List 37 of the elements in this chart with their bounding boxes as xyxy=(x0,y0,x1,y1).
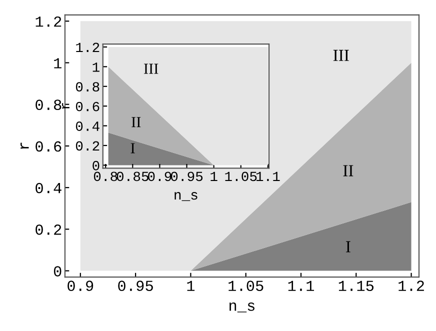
y-tick-label: 0.8 xyxy=(76,82,100,92)
y-tick-label: 0.2 xyxy=(76,141,100,151)
y-axis-title: r xyxy=(62,103,70,109)
x-tick-label: 1.2 xyxy=(398,280,424,291)
x-axis-title: n_s xyxy=(230,302,254,312)
y-tick-label: 0.2 xyxy=(36,224,62,235)
annotation: II xyxy=(343,165,354,176)
x-tick-label: 0.95 xyxy=(170,172,203,182)
y-tick-label: 0 xyxy=(92,160,100,170)
y-tick-label: 0.8 xyxy=(36,100,62,110)
y-tick-label: 0.4 xyxy=(76,122,100,131)
x-tick-label: 1 xyxy=(210,172,218,181)
y-axis-title: r xyxy=(20,142,29,149)
x-tick-label: 1.15 xyxy=(338,280,374,292)
y-tick-label: 0.6 xyxy=(76,102,100,112)
annotation: I xyxy=(130,143,135,154)
x-tick-label: 1 xyxy=(187,280,195,291)
y-tick-label: 1.2 xyxy=(76,42,100,52)
y-tick-label: 0.6 xyxy=(36,141,62,152)
annotation: I xyxy=(346,241,350,252)
x-tick-label: 0.9 xyxy=(148,172,172,182)
y-tick-label: 1 xyxy=(54,58,62,68)
x-tick-label: 1.05 xyxy=(228,280,264,292)
x-axis-title: n_s xyxy=(174,192,198,201)
x-tick-label: 1.1 xyxy=(256,172,280,181)
y-tick-label: 0 xyxy=(54,266,62,276)
y-tick-label: 0.4 xyxy=(36,182,62,194)
y-tick-label: 1 xyxy=(92,62,100,72)
x-tick-label: 1.05 xyxy=(225,172,257,182)
x-tick-label: 0.9 xyxy=(68,280,94,292)
annotation: III xyxy=(333,50,349,61)
y-tick-label: 1.2 xyxy=(36,16,62,27)
x-tick-label: 0.85 xyxy=(116,172,148,182)
x-tick-label: 1.1 xyxy=(288,280,314,291)
annotation: III xyxy=(144,64,158,74)
x-tick-label: 0.95 xyxy=(118,280,153,292)
annotation: II xyxy=(132,117,141,128)
